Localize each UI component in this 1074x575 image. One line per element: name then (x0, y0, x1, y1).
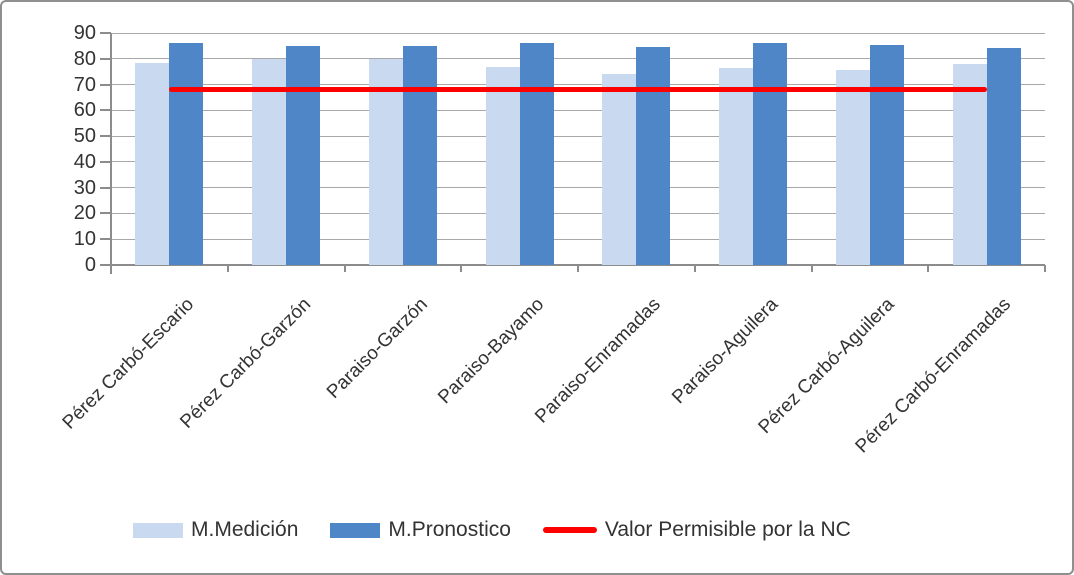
y-axis-tick (100, 109, 111, 112)
x-axis-label: Pérez Carbó-Escario (58, 294, 199, 434)
gridline (111, 32, 1045, 34)
bar-m-medici-n-7 (952, 63, 987, 265)
gridline (111, 109, 1045, 111)
x-axis-label: Paraiso-Bayamo (434, 294, 549, 409)
y-axis-label: 10 (73, 228, 96, 251)
x-axis-tick (810, 265, 813, 272)
legend-item-m-pronostico: M.Pronostico (330, 518, 511, 542)
y-axis-tick (100, 160, 111, 163)
y-axis-line (110, 33, 112, 274)
x-axis-tick (226, 265, 229, 272)
y-axis-label: 20 (73, 202, 96, 225)
bar-m-medici-n-5 (719, 67, 754, 265)
bar-m-pronostico-0 (169, 43, 204, 265)
x-axis-tick (927, 265, 930, 272)
bar-m-pronostico-5 (753, 43, 788, 265)
y-axis-tick (100, 212, 111, 215)
x-axis-tick (693, 265, 696, 272)
legend-swatch (330, 522, 381, 538)
bar-m-pronostico-6 (869, 44, 904, 265)
gridline (111, 58, 1045, 60)
bar-m-pronostico-4 (636, 47, 671, 265)
y-axis-label: 30 (73, 176, 96, 199)
bar-m-medici-n-3 (485, 66, 520, 265)
x-axis-label: Paraiso-Garzón (322, 294, 432, 403)
x-axis-label: Paraiso-Enramadas (531, 294, 666, 428)
y-axis-tick (100, 57, 111, 60)
x-axis-tick (110, 265, 112, 272)
legend-item-valor-permisible-por-la-nc: Valor Permisible por la NC (542, 518, 851, 542)
x-axis-label: Paraiso-Aguilera (667, 294, 782, 409)
bar-m-pronostico-3 (519, 43, 554, 265)
y-axis-label: 60 (73, 99, 96, 122)
gridline (111, 135, 1045, 137)
y-axis-label: 50 (73, 125, 96, 148)
x-axis-tick (460, 265, 463, 272)
y-axis-tick (100, 32, 111, 34)
gridline (111, 161, 1045, 163)
legend-label: M.Medición (191, 518, 299, 541)
x-axis-line (100, 264, 1045, 266)
legend-item-m-medici-n: M.Medición (133, 518, 298, 542)
reference-line (169, 87, 987, 93)
y-axis-label: 40 (73, 150, 96, 173)
y-axis-label: 0 (84, 254, 96, 276)
y-axis-label: 80 (73, 47, 96, 70)
x-axis-label: Pérez Carbó-Garzón (176, 294, 315, 433)
gridline (111, 212, 1045, 214)
bar-m-medici-n-4 (602, 74, 637, 265)
bar-m-medici-n-6 (835, 70, 870, 265)
legend-label: M.Pronostico (388, 518, 511, 541)
bar-m-pronostico-2 (402, 45, 437, 265)
y-axis-label: 70 (73, 73, 96, 96)
bar-m-pronostico-7 (986, 48, 1021, 265)
chart-legend: M.Medición M.Pronostico Valor Permisible p… (133, 518, 851, 542)
gridline (111, 84, 1045, 86)
x-axis-tick (1044, 265, 1046, 272)
y-axis-label: 90 (73, 22, 96, 44)
legend-swatch (133, 522, 183, 538)
legend-label: Valor Permisible por la NC (604, 518, 851, 541)
gridline (111, 238, 1045, 240)
gridline (111, 187, 1045, 189)
x-axis-tick (343, 265, 346, 272)
bar-m-pronostico-1 (286, 45, 321, 265)
x-axis-tick (577, 265, 579, 272)
bar-m-medici-n-0 (135, 62, 170, 265)
y-axis-tick (100, 135, 111, 138)
y-axis-tick (100, 238, 111, 241)
y-axis-tick (100, 83, 111, 86)
legend-line-swatch (542, 527, 597, 533)
y-axis-tick (100, 186, 111, 189)
bar-m-medici-n-2 (368, 58, 403, 265)
bar-m-medici-n-1 (252, 58, 287, 265)
